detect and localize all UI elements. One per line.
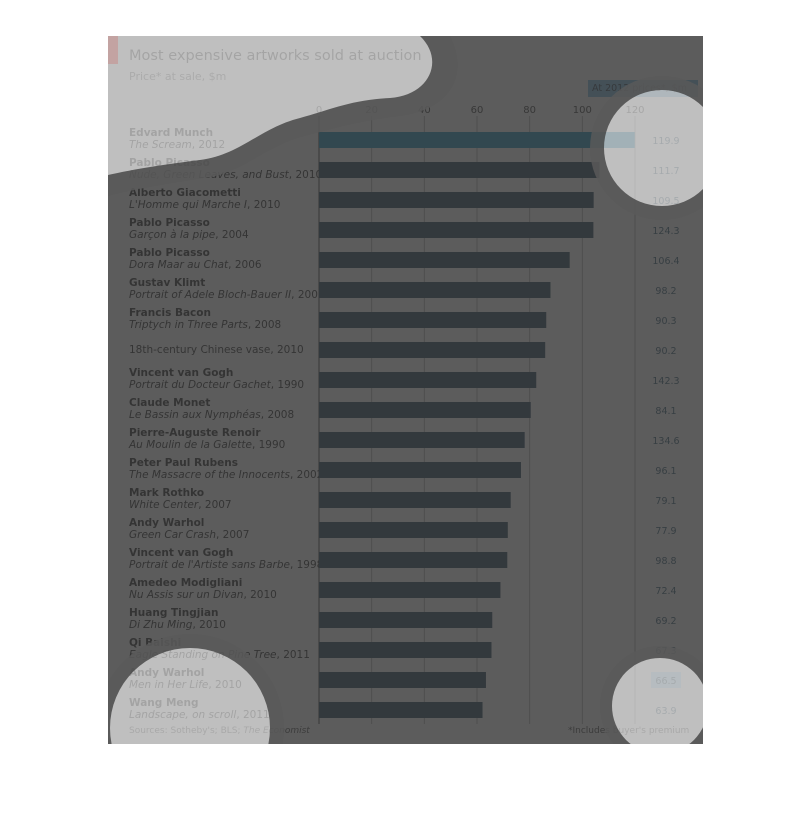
adjusted-value-label: 134.6 [652,436,679,447]
bar [319,402,531,418]
bar [319,642,492,658]
bar [319,612,493,628]
adjusted-value-label: 142.3 [652,376,679,387]
adjusted-value-label: 69.2 [655,616,676,627]
adjusted-value-label: 79.1 [655,496,676,507]
x-tick-label: 0 [316,105,322,116]
x-tick-label: 100 [573,105,592,116]
x-tick-label: 60 [471,105,484,116]
bar [319,702,483,718]
buyers-premium-note: *Includes buyer's premium [568,726,690,736]
bar [319,432,525,448]
x-tick-label: 80 [523,105,536,116]
adjusted-value-label: 66.5 [655,676,676,687]
sources-note: Sources: Sotheby's; BLS; The Economist [129,726,310,736]
adjusted-value-label: 96.1 [655,466,676,477]
adjusted-value-label: 98.2 [655,286,676,297]
bar [319,492,511,508]
bar [319,342,546,358]
bar [319,132,635,148]
adjusted-value-label: 90.2 [655,346,676,357]
bar [319,282,551,298]
x-tick-label: 120 [625,105,644,116]
adjusted-value-label: 124.3 [652,226,679,237]
bar [319,462,521,478]
bar [319,552,508,568]
adjusted-value-label: 77.9 [655,526,676,537]
adjusted-value-label: 72.4 [655,586,676,597]
adjusted-value-label: 84.1 [655,406,676,417]
adjusted-value-label: 111.7 [652,166,679,177]
bar [319,192,594,208]
bar [319,522,508,538]
adjusted-value-label: 119.9 [652,136,679,147]
adjusted-value-label: 98.8 [655,556,676,567]
bar [319,672,486,688]
bar [319,222,594,238]
bar [319,252,570,268]
adjusted-value-label: 109.5 [652,196,679,207]
adjusted-value-label: 67.3 [655,646,676,657]
adjusted-value-label: 106.4 [652,256,679,267]
adjusted-value-label: 63.9 [655,706,676,717]
adjusted-prices-badge: At 2012 prices*, $m [588,80,698,97]
x-tick-label: 40 [418,105,431,116]
x-tick-label: 20 [365,105,378,116]
bar [319,372,537,388]
bar [319,312,547,328]
adjusted-value-label: 90.3 [655,316,676,327]
bar [319,582,501,598]
bar [319,162,600,178]
